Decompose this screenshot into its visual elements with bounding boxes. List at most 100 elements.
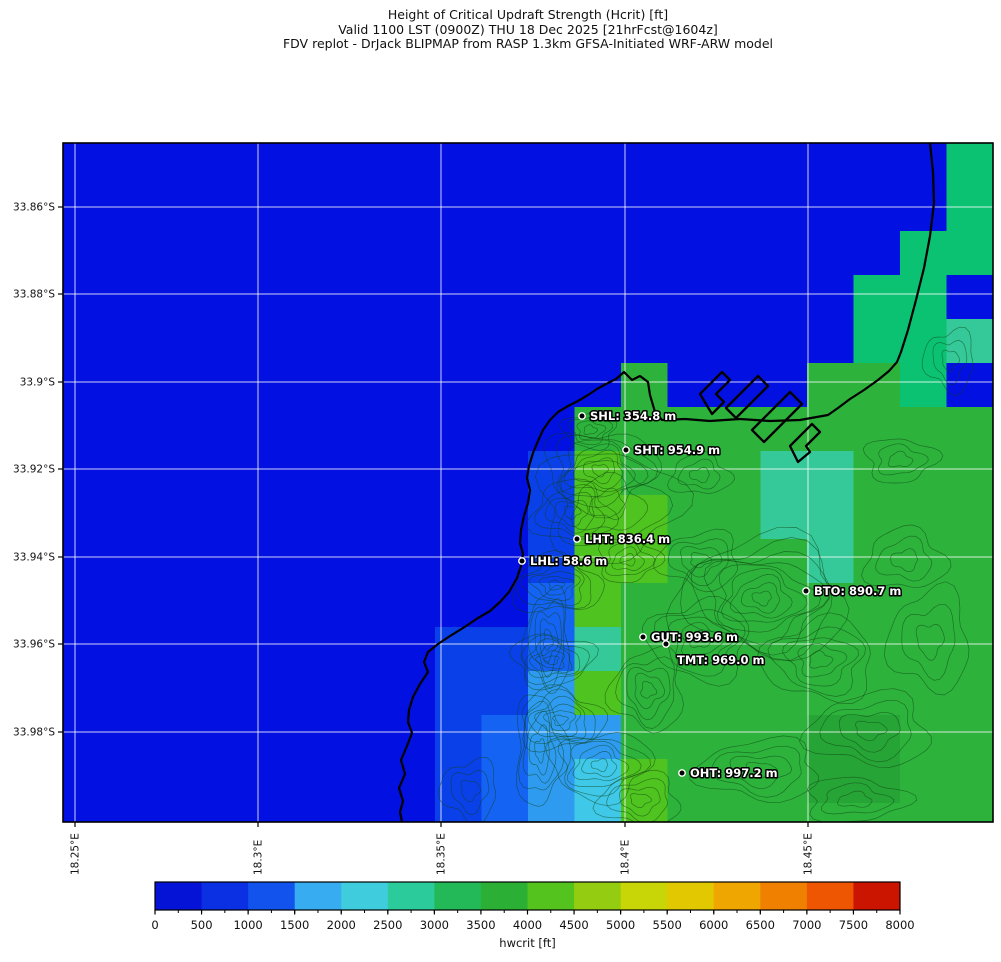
hcrit-cell [435,715,482,760]
colorbar-segment [201,882,249,910]
hcrit-cell [760,539,808,584]
hcrit-cell [807,495,854,540]
hcrit-cell [435,363,482,408]
hcrit-cell [481,363,529,408]
contour-line [558,439,649,498]
colorbar-segment [713,882,761,910]
hcrit-cell [156,627,203,672]
station-label-OHT: OHT: 997.2 m [690,766,778,780]
contour-line [526,478,620,541]
coastline [397,142,936,823]
contour-line [861,524,952,589]
harbor-pier [724,374,770,420]
hcrit-cell [853,143,901,188]
contour-line [767,626,866,697]
hcrit-cell [667,319,715,364]
hcrit-cell [63,715,110,760]
contour-line [703,560,830,645]
contour-line [450,770,490,816]
hcrit-cell [295,407,343,452]
hcrit-cell [946,363,994,408]
hcrit-cell [342,627,389,672]
station-label-LHT: LHT: 836.4 m [585,532,670,546]
contour-line [567,417,614,446]
contour-line [516,694,572,807]
hcrit-cell [63,803,110,823]
hcrit-cell [156,187,203,232]
contour-line [689,629,712,648]
hcrit-cell [853,319,901,364]
colorbar-segment [480,882,528,910]
hcrit-cell [574,671,622,716]
colorbar-segment [667,882,715,910]
hcrit-cell [667,407,715,452]
hcrit-cell [63,407,110,452]
hcrit-cell [528,803,575,823]
hcrit-cell [109,275,157,320]
hcrit-cell [714,451,761,496]
hcrit-cell [528,275,575,320]
hcrit-cell [807,275,854,320]
contour-line [797,643,848,678]
hcrit-cell [621,231,668,276]
title-line-2: Valid 1100 LST (0900Z) THU 18 Dec 2025 [… [338,21,718,37]
hcrit-cell [388,275,436,320]
hcrit-cell [900,715,947,760]
y-axis-tick-label: 33.86°S [13,202,55,214]
hcrit-cell [249,715,296,760]
hcrit-cell [156,451,203,496]
hcrit-cell [156,583,203,628]
contour-line [837,790,873,808]
colorbar-tick-label: 4500 [559,918,588,932]
hcrit-cell [760,495,808,540]
hcrit-cell [109,715,157,760]
colorbar-tick-label: 7000 [792,918,821,932]
hcrit-cell [388,671,436,716]
map-border [62,142,994,823]
hcrit-cell [156,407,203,452]
hcrit-cell [714,803,761,823]
hcrit-cell [760,803,808,823]
hcrit-cell [574,759,622,804]
hcrit-cell [388,407,436,452]
hcrit-cell [202,495,250,540]
hcrit-cell [202,143,250,188]
contour-line [677,458,721,490]
hcrit-cell [295,187,343,232]
hcrit-cell [388,583,436,628]
hcrit-cell [249,319,296,364]
hcrit-cell [621,583,668,628]
hcrit-cell [900,539,947,584]
contour-line [887,450,914,468]
hcrit-cell [63,539,110,584]
hcrit-cell [63,231,110,276]
hcrit-cell [249,803,296,823]
hcrit-cell [853,627,901,672]
contour-line [690,552,713,569]
hcrit-cell [853,407,901,452]
hcrit-cell [342,451,389,496]
hcrit-cell [760,187,808,232]
hcrit-cell [156,363,203,408]
hcrit-cell [714,143,761,188]
y-axis: 33.86°S 33.88°S 33.9°S 33.92°S 33.94°S 33.96°… [13,202,63,739]
hcrit-cell [388,231,436,276]
hcrit-cell [853,363,901,408]
contour-line [583,424,598,435]
contour-line [527,597,565,689]
contour-line [572,744,630,782]
hcrit-cell [249,671,296,716]
hcrit-cell [156,495,203,540]
colorbar-tick-label: 1500 [280,918,309,932]
y-axis-tick-label: 33.94°S [13,552,55,564]
hcrit-cell [435,319,482,364]
hcrit-cell [900,319,947,364]
coastline-path [397,142,936,823]
hcrit-cell [156,231,203,276]
contour-line [745,761,779,780]
title-line-1: Height of Critical Updraft Strength (Hcr… [387,7,669,22]
hcrit-cell [853,671,901,716]
contour-line [807,776,918,822]
contour-line [890,548,918,573]
hcrit-cell [109,143,157,188]
